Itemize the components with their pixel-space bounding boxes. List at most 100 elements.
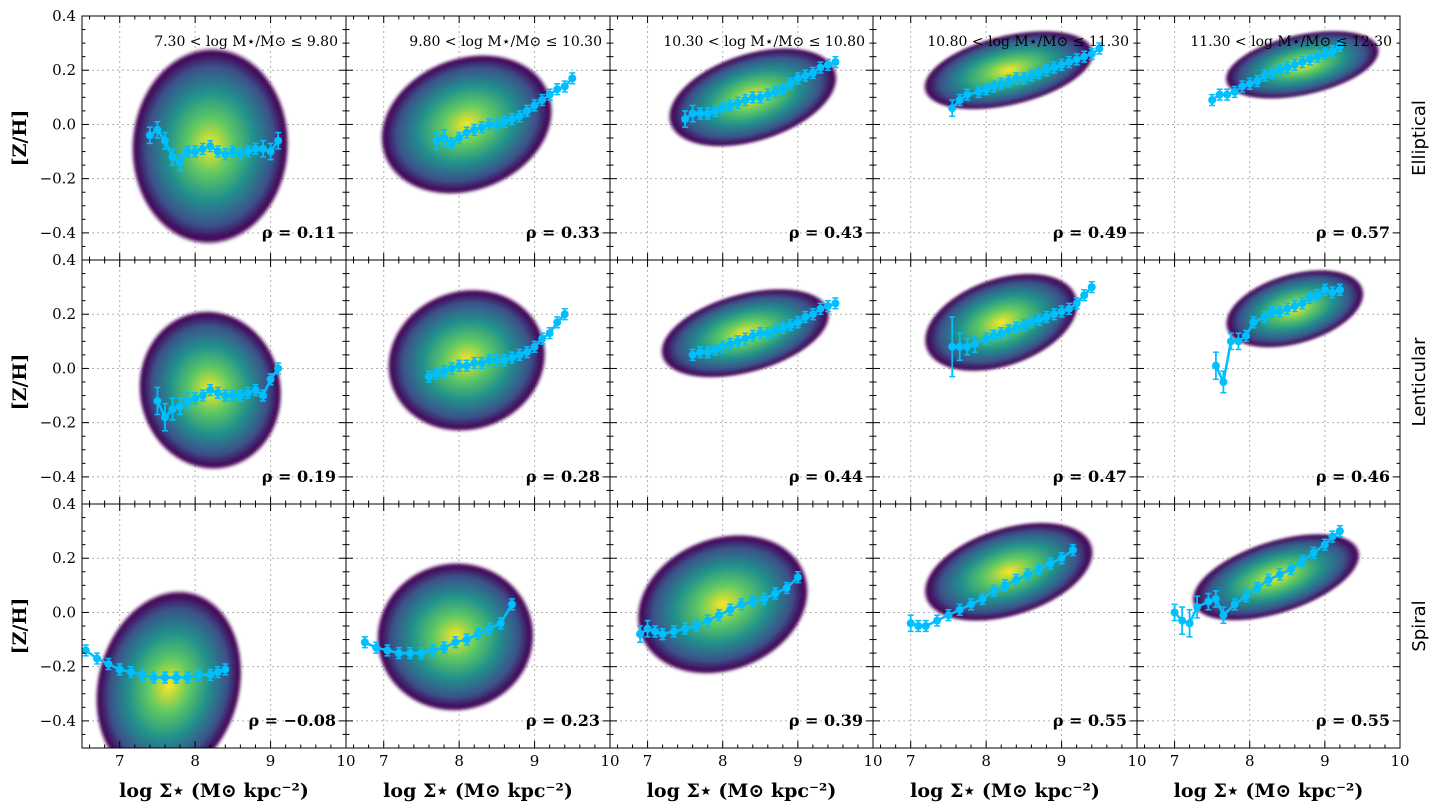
data-point <box>1178 616 1187 625</box>
data-point <box>507 600 516 609</box>
data-point <box>955 342 964 351</box>
data-point <box>1290 60 1299 69</box>
x-axis-label: log Σ⋆ (M⊙ kpc⁻²) <box>1174 780 1364 802</box>
data-point <box>982 334 991 343</box>
data-point <box>1080 291 1089 300</box>
data-point <box>989 586 998 595</box>
data-point <box>553 318 562 327</box>
x-tick-label: 9 <box>530 752 540 770</box>
data-point <box>816 63 825 72</box>
data-point <box>530 342 539 351</box>
data-point <box>741 334 750 343</box>
data-point <box>228 391 237 400</box>
data-point <box>1230 87 1239 96</box>
data-point <box>1328 47 1337 56</box>
median-series <box>432 72 577 150</box>
data-point <box>782 584 791 593</box>
data-point <box>428 646 437 655</box>
data-point <box>477 359 486 368</box>
data-point <box>198 391 207 400</box>
data-point <box>492 356 501 365</box>
data-point <box>145 131 154 140</box>
data-point <box>451 638 460 647</box>
data-point <box>406 649 415 658</box>
data-point <box>831 58 840 67</box>
data-point <box>726 101 735 110</box>
labels-layer: ρ = 0.11 7.30 < log M⋆/M⊙ ≤ 9.80 −0.4 −0.2 0… <box>9 7 1430 802</box>
data-point <box>1309 548 1318 557</box>
data-point <box>763 90 772 99</box>
data-point <box>1211 361 1220 370</box>
data-point <box>198 144 207 153</box>
data-point <box>793 318 802 327</box>
data-point <box>963 90 972 99</box>
panel-r0-c3 <box>872 15 1138 261</box>
ticks <box>873 503 1138 749</box>
data-point <box>778 85 787 94</box>
data-point <box>160 673 169 682</box>
data-point <box>206 386 215 395</box>
data-point <box>104 659 113 668</box>
ticks <box>610 503 874 749</box>
data-point <box>1230 600 1239 609</box>
data-point <box>176 402 185 411</box>
data-point <box>462 361 471 370</box>
data-point <box>1012 74 1021 83</box>
x-tick-label: 8 <box>190 752 200 770</box>
morphology-label: Lenticular <box>1409 337 1430 427</box>
data-point <box>1328 532 1337 541</box>
data-point <box>786 321 795 330</box>
data-point <box>718 104 727 113</box>
data-point <box>432 136 441 145</box>
data-point <box>1027 318 1036 327</box>
data-point <box>726 605 735 614</box>
data-point <box>1170 608 1179 617</box>
x-tick-label: 9 <box>266 752 276 770</box>
data-point <box>251 144 260 153</box>
y-tick-label: 0.4 <box>52 495 76 513</box>
data-point <box>688 109 697 118</box>
rho-label: ρ = 0.23 <box>526 711 600 730</box>
data-point <box>748 93 757 102</box>
data-point <box>515 112 524 121</box>
data-point <box>1298 556 1307 565</box>
x-tick-label: 8 <box>718 752 728 770</box>
rho-label: ρ = 0.11 <box>262 223 336 242</box>
data-point <box>1290 302 1299 311</box>
data-point <box>432 369 441 378</box>
panel-r2-c3 <box>872 503 1138 749</box>
data-point <box>741 96 750 105</box>
data-point <box>1072 299 1081 308</box>
data-point <box>82 646 90 655</box>
data-point <box>711 106 720 115</box>
data-point <box>1219 611 1228 620</box>
data-point <box>1298 299 1307 308</box>
data-point <box>477 123 486 132</box>
panel-r1-c1 <box>345 259 611 505</box>
data-point <box>183 396 192 405</box>
x-tick-label: 10 <box>863 752 882 770</box>
data-point <box>982 85 991 94</box>
mass-bin-label: 10.30 < log M⋆/M⊙ ≤ 10.80 <box>663 34 865 50</box>
data-point <box>1204 597 1213 606</box>
data-point <box>221 391 230 400</box>
y-tick-label: 0.0 <box>52 115 76 133</box>
ticks <box>1137 15 1401 261</box>
data-point <box>756 329 765 338</box>
data-point <box>1245 79 1254 88</box>
data-point <box>1320 285 1329 294</box>
data-point <box>447 139 456 148</box>
data-point <box>206 670 215 679</box>
data-point <box>127 668 136 677</box>
data-point <box>394 649 403 658</box>
data-point <box>681 115 690 124</box>
data-point <box>1268 307 1277 316</box>
data-point <box>194 670 203 679</box>
median-series <box>636 571 802 644</box>
data-point <box>213 388 222 397</box>
data-point <box>955 96 964 105</box>
data-point <box>455 361 464 370</box>
data-point <box>823 302 832 311</box>
data-point <box>1050 310 1059 319</box>
